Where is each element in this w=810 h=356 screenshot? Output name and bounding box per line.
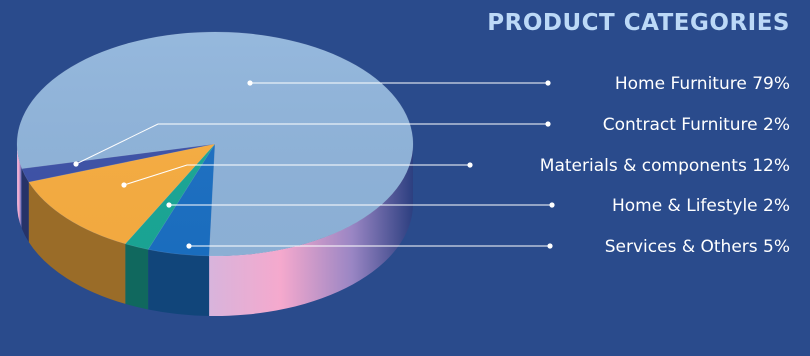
callout-end-dot	[545, 80, 551, 86]
pie-wall-home-furniture	[209, 144, 413, 316]
callout-line	[75, 123, 548, 165]
slice-label-contract-furniture: Contract Furniture 2%	[603, 115, 790, 135]
callout-end-dot	[547, 243, 553, 249]
slice-label-materials-and-components: Materials & components 12%	[540, 156, 790, 176]
chart-title: PRODUCT CATEGORIES	[487, 10, 790, 36]
callout-home-furniture: Home Furniture 79%	[247, 74, 790, 94]
callout-anchor-dot	[73, 161, 79, 167]
callout-end-dot	[545, 121, 551, 127]
slice-label-services-and-others: Services & Others 5%	[605, 237, 790, 257]
pie-top-faces	[16, 31, 414, 257]
callout-anchor-dot	[121, 182, 127, 188]
callout-end-dot	[549, 202, 555, 208]
callout-contract-furniture: Contract Furniture 2%	[73, 115, 790, 167]
callout-anchor-dot	[247, 80, 253, 86]
callout-materials-and-components: Materials & components 12%	[121, 156, 790, 188]
slice-label-home-and-lifestyle: Home & Lifestyle 2%	[612, 196, 790, 216]
callout-line	[123, 164, 470, 186]
pie-callouts: Home Furniture 79% Contract Furniture 2% M…	[73, 74, 790, 257]
pie-wall-home-and-lifestyle	[125, 243, 149, 310]
callout-anchor-dot	[166, 202, 172, 208]
pie-wall-services-and-others	[148, 249, 210, 316]
callout-services-and-others: Services & Others 5%	[186, 237, 790, 257]
callout-anchor-dot	[186, 243, 192, 249]
callout-home-and-lifestyle: Home & Lifestyle 2%	[166, 196, 790, 216]
slice-label-home-furniture: Home Furniture 79%	[615, 74, 790, 94]
callout-end-dot	[467, 162, 473, 168]
